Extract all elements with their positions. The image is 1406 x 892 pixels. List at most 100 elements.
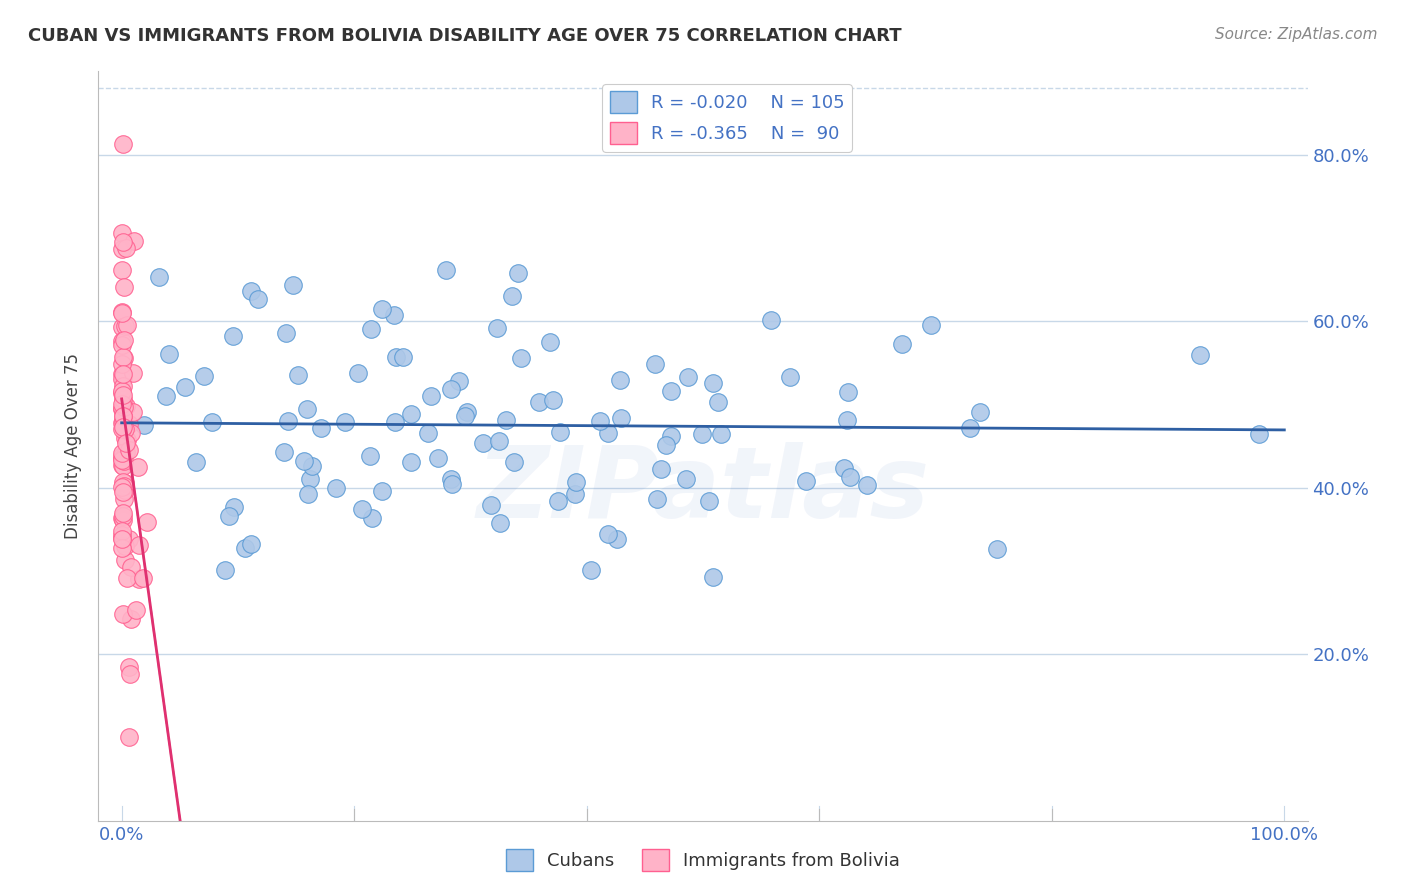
Point <box>111 338 134 352</box>
Point <box>193 368 215 383</box>
Point <box>541 392 564 407</box>
Point <box>239 537 262 551</box>
Point <box>440 472 463 486</box>
Point <box>707 395 730 409</box>
Point <box>111 541 134 555</box>
Point <box>111 409 134 424</box>
Point <box>127 460 149 475</box>
Point <box>111 416 134 430</box>
Point <box>759 313 782 327</box>
Point <box>986 542 1008 557</box>
Text: CUBAN VS IMMIGRANTS FROM BOLIVIA DISABILITY AGE OVER 75 CORRELATION CHART: CUBAN VS IMMIGRANTS FROM BOLIVIA DISABIL… <box>28 27 901 45</box>
Point <box>111 401 134 416</box>
Point <box>112 420 135 434</box>
Point <box>218 508 240 523</box>
Point <box>837 413 859 427</box>
Point <box>233 541 256 555</box>
Point <box>115 434 138 448</box>
Point <box>111 452 134 467</box>
Point <box>675 472 697 486</box>
Point <box>359 449 381 463</box>
Point <box>111 532 134 546</box>
Point <box>112 280 135 294</box>
Point <box>969 405 991 419</box>
Point <box>120 425 142 440</box>
Point <box>292 454 315 468</box>
Point <box>538 334 561 349</box>
Point <box>350 502 373 516</box>
Point <box>155 389 177 403</box>
Point <box>510 351 533 365</box>
Point <box>610 410 633 425</box>
Point <box>834 461 856 475</box>
Point <box>111 524 134 538</box>
Point <box>581 563 603 577</box>
Point <box>274 326 297 341</box>
Point <box>697 494 720 508</box>
Point <box>111 262 134 277</box>
Point <box>132 571 155 585</box>
Point <box>837 385 859 400</box>
Point <box>111 305 134 319</box>
Point <box>779 369 801 384</box>
Point <box>112 400 135 414</box>
Point <box>111 367 134 381</box>
Point <box>128 572 150 586</box>
Point <box>547 494 569 508</box>
Point <box>111 513 134 527</box>
Point <box>111 414 134 428</box>
Point <box>114 431 136 445</box>
Point <box>333 416 356 430</box>
Point <box>157 347 180 361</box>
Point <box>434 263 457 277</box>
Point <box>311 421 333 435</box>
Point <box>112 421 135 435</box>
Point <box>385 350 408 364</box>
Point <box>111 531 134 545</box>
Point <box>502 454 524 468</box>
Point <box>488 434 510 448</box>
Point <box>186 455 208 469</box>
Point <box>710 427 733 442</box>
Point <box>114 483 136 497</box>
Point <box>650 461 672 475</box>
Point <box>112 137 135 152</box>
Text: Source: ZipAtlas.com: Source: ZipAtlas.com <box>1215 27 1378 42</box>
Point <box>501 288 523 302</box>
Point <box>456 405 478 419</box>
Point <box>112 454 135 468</box>
Point <box>659 429 682 443</box>
Point <box>676 370 699 384</box>
Point <box>114 399 136 413</box>
Point <box>128 538 150 552</box>
Point <box>112 483 135 497</box>
Point <box>122 234 145 248</box>
Point <box>122 367 145 381</box>
Point <box>117 442 139 457</box>
Point <box>440 382 463 396</box>
Point <box>112 475 135 490</box>
Point <box>856 477 879 491</box>
Point <box>114 422 136 436</box>
Point <box>441 477 464 491</box>
Point <box>114 319 136 334</box>
Point <box>111 357 134 371</box>
Point <box>111 528 134 542</box>
Y-axis label: Disability Age Over 75: Disability Age Over 75 <box>65 353 83 539</box>
Point <box>240 284 263 298</box>
Point <box>654 438 676 452</box>
Point <box>111 386 134 401</box>
Point <box>920 318 942 332</box>
Point <box>299 472 322 486</box>
Point <box>548 425 571 439</box>
Point <box>454 409 477 424</box>
Text: ZIPatlas: ZIPatlas <box>477 442 929 540</box>
Legend: Cubans, Immigrants from Bolivia: Cubans, Immigrants from Bolivia <box>499 842 907 879</box>
Point <box>111 372 134 386</box>
Point <box>111 396 134 410</box>
Point <box>273 445 295 459</box>
Point <box>401 407 423 421</box>
Point <box>112 388 135 402</box>
Point <box>606 532 628 546</box>
Point <box>120 611 142 625</box>
